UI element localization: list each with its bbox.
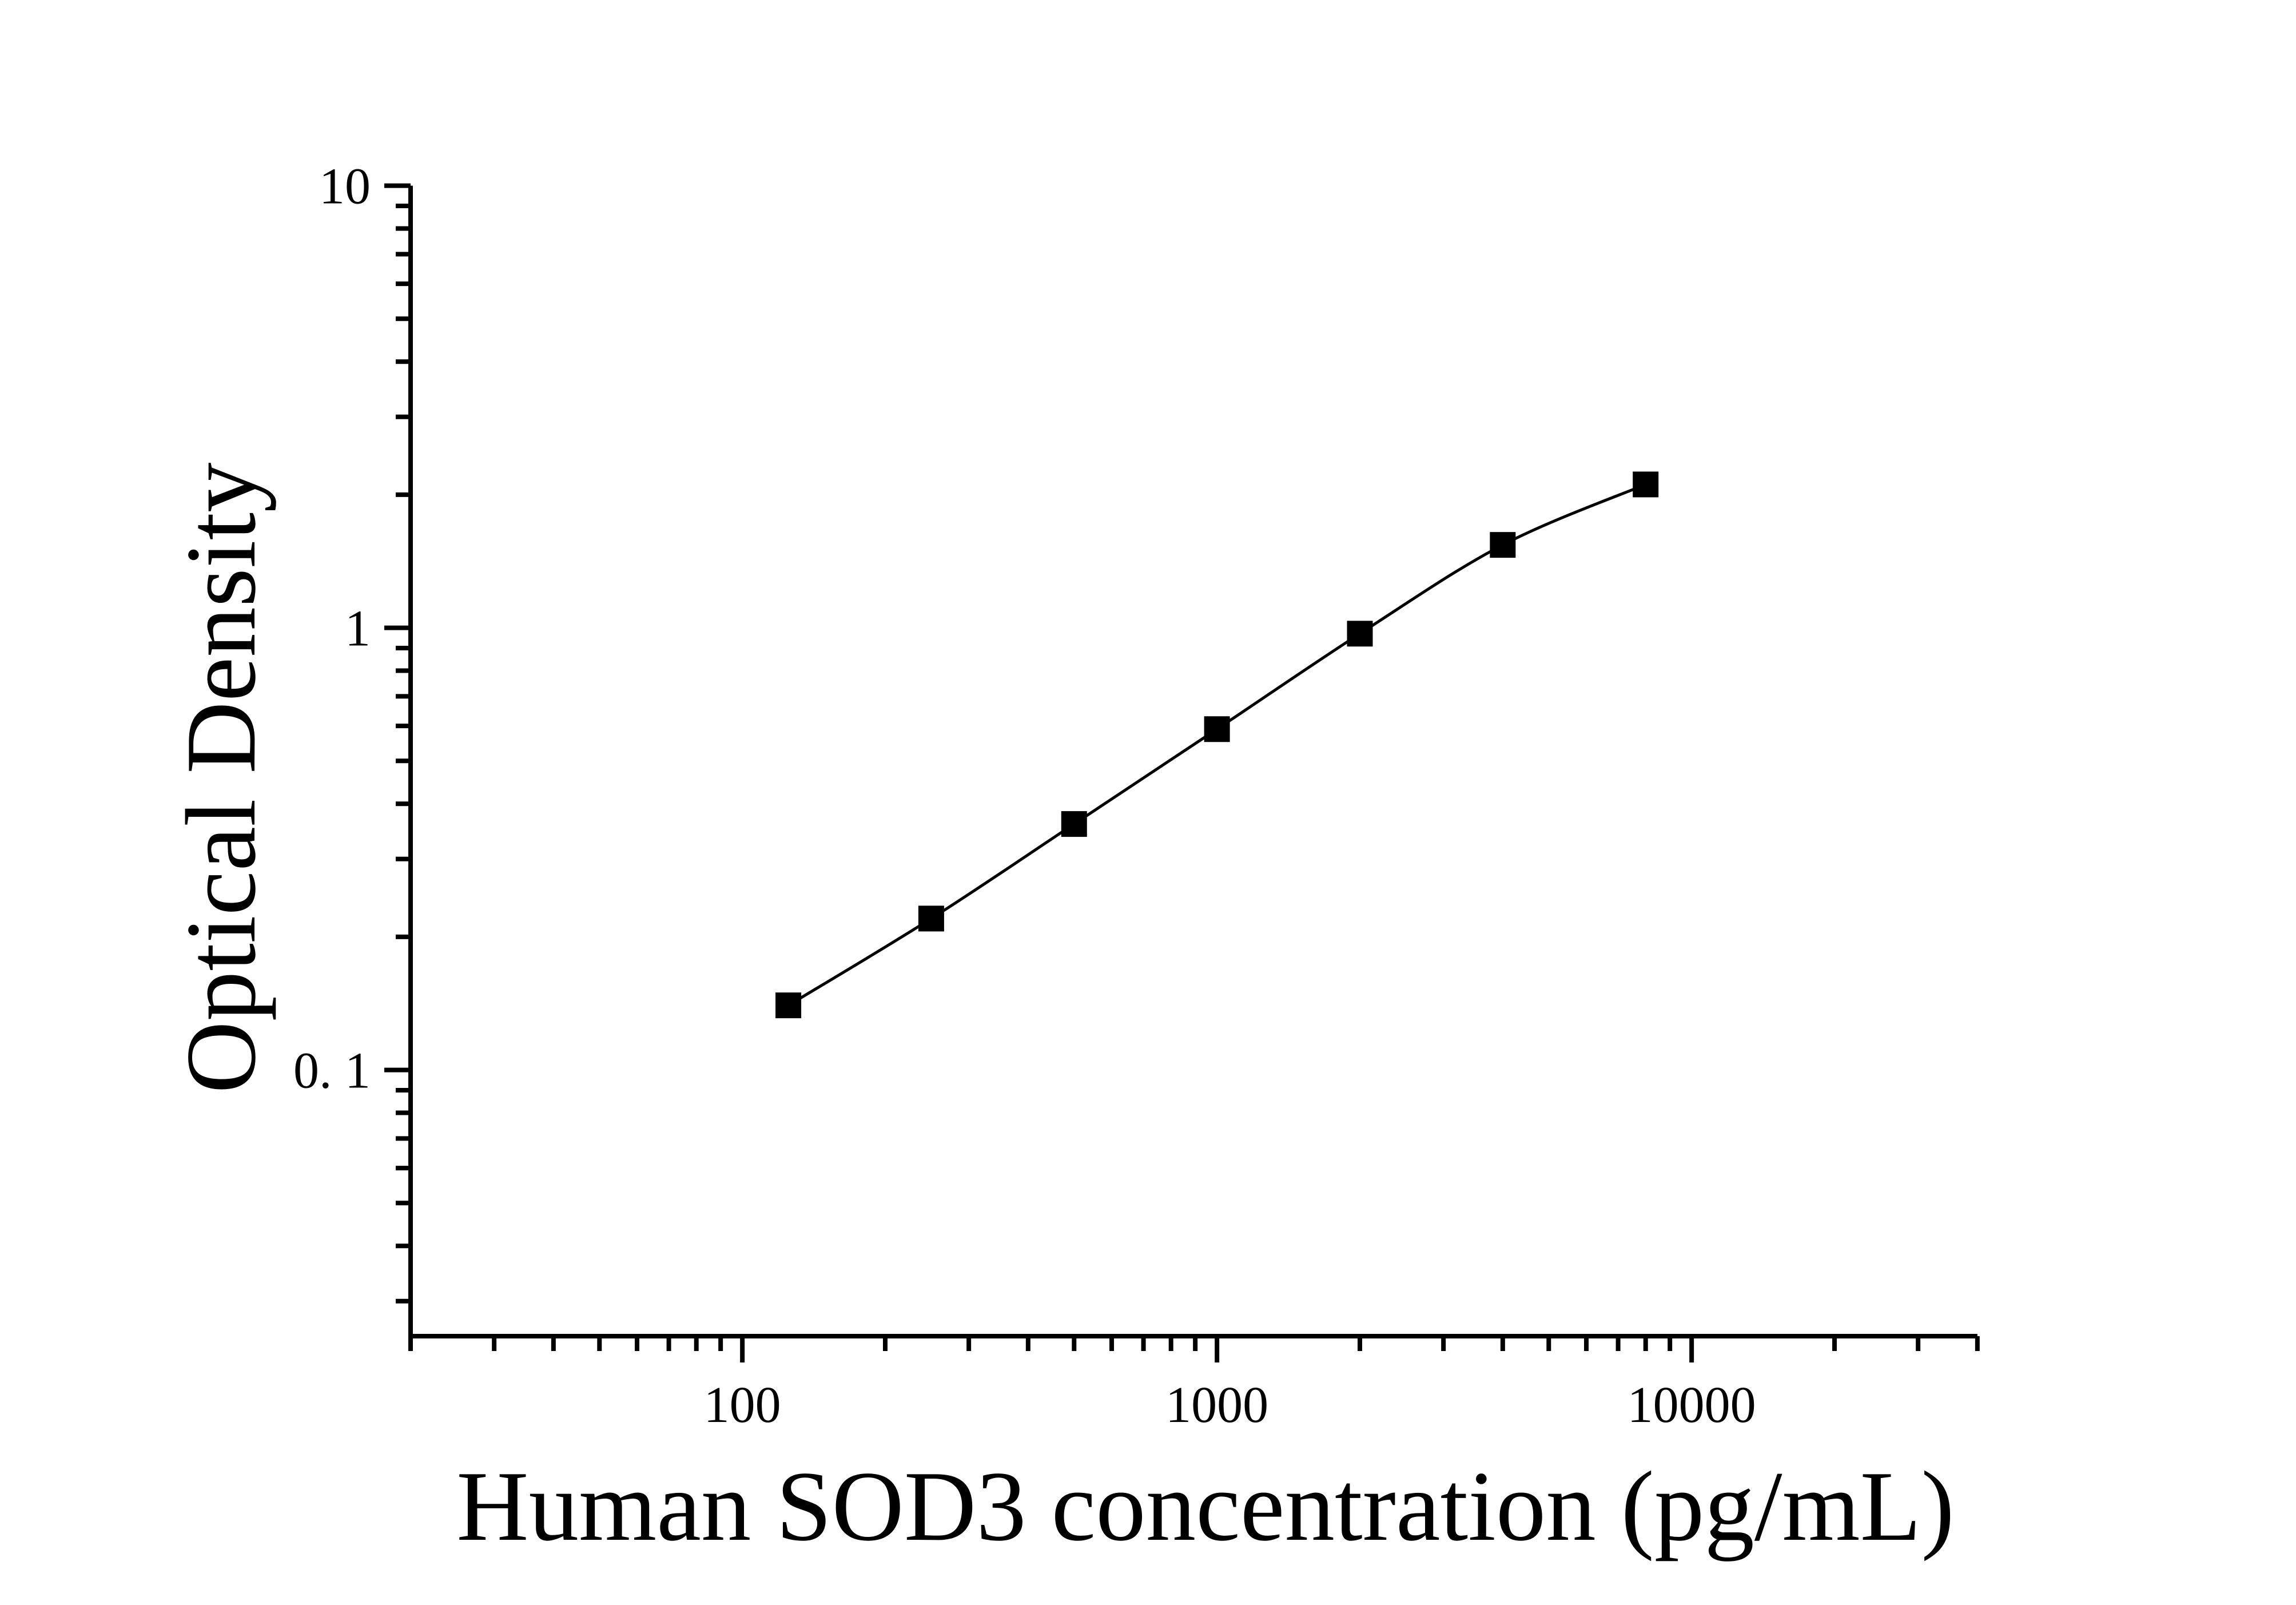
data-point-marker — [1490, 532, 1516, 558]
standard-curve-line — [787, 483, 1646, 1007]
data-point-marker — [918, 905, 944, 932]
y-axis-title: Optical Density — [165, 462, 276, 1093]
x-axis-title: Human SOD3 concentration (pg/mL) — [456, 1451, 1955, 1562]
series-layer — [775, 471, 1659, 1019]
data-point-marker — [1061, 811, 1087, 837]
x-tick-label: 1000 — [1165, 1377, 1268, 1433]
data-point-marker — [775, 992, 802, 1019]
y-tick-label: 1 — [345, 601, 371, 657]
data-point-marker — [1347, 621, 1373, 647]
data-point-marker — [1633, 471, 1659, 498]
y-tick-label: 0. 1 — [293, 1043, 371, 1099]
y-tick-label: 10 — [319, 158, 371, 215]
x-tick-label: 10000 — [1628, 1377, 1756, 1433]
x-tick-label: 100 — [704, 1377, 781, 1433]
axes-layer: 100 1000 10000 10 1 0. 1 — [293, 158, 1980, 1433]
data-point-marker — [1204, 716, 1230, 742]
